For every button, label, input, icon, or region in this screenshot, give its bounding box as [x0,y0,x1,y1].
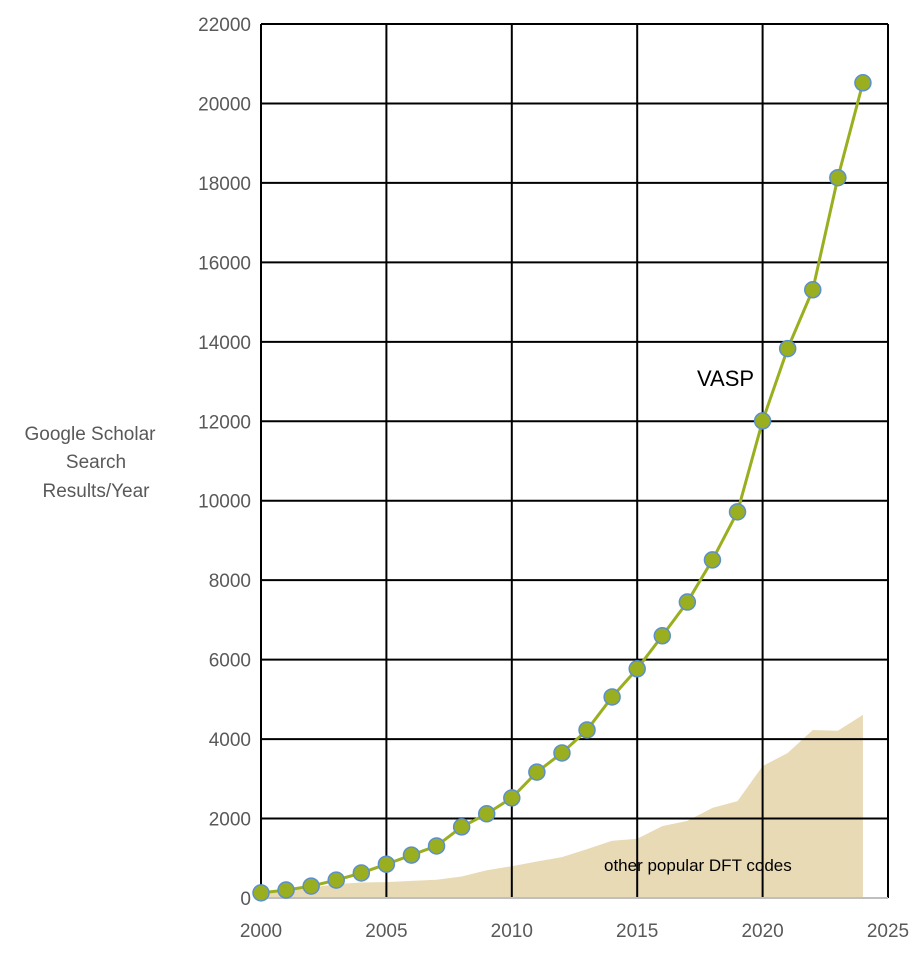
vasp-point [503,789,521,807]
y-tick-label: 4000 [209,730,251,751]
x-tick-label: 2020 [741,921,783,942]
line-layer [252,74,872,902]
y-tick-label: 6000 [209,651,251,672]
vasp-point [252,884,270,902]
x-tick-label: 2025 [867,921,909,942]
vasp-point [578,721,596,739]
annotation-vasp: VASP [697,366,754,391]
vasp-point [402,846,421,864]
vasp-point [804,281,822,299]
vasp-point [778,339,797,358]
area-other-dft-codes [261,714,863,898]
vasp-point [728,503,747,521]
ticks-layer: 0 2000 4000 6000 8000 10000 12000 14000 16000 180… [198,15,909,942]
vasp-point [753,412,772,430]
y-tick-label: 0 [240,889,251,910]
vasp-point [327,871,345,889]
ylabel-line-2: Search [66,452,126,473]
x-tick-label: 2010 [491,921,533,942]
x-tick-label: 2015 [616,921,658,942]
area-layer [261,714,863,898]
annotation-other-codes: other popular DFT codes [604,856,792,875]
vasp-point [678,593,697,611]
vasp-point [603,688,621,706]
ylabel-line-1: Google Scholar [25,424,157,445]
y-tick-label: 22000 [198,15,251,36]
vasp-point [427,837,446,855]
y-tick-label: 18000 [198,174,251,195]
vasp-point [854,74,872,92]
y-tick-label: 12000 [198,412,251,433]
vasp-point [829,168,847,187]
x-tick-label: 2005 [365,921,407,942]
vasp-point [452,818,471,836]
vasp-point [352,864,371,882]
vasp-point [477,805,496,823]
vasp-point [528,763,546,781]
vasp-point [628,660,646,678]
y-tick-label: 2000 [209,810,251,831]
y-tick-label: 14000 [198,333,251,354]
vasp-point [377,855,396,873]
ylabel-line-3: Results/Year [42,481,150,502]
vasp-point [553,744,571,762]
y-tick-label: 8000 [209,571,251,592]
y-tick-label: 16000 [198,253,251,274]
vasp-point [302,877,320,895]
vasp-point [653,627,672,645]
y-tick-label: 20000 [198,94,251,115]
x-tick-label: 2000 [240,921,282,942]
vasp-point [277,881,295,899]
y-tick-label: 10000 [198,492,251,513]
vasp-point [703,551,722,569]
grid-layer [260,23,889,899]
